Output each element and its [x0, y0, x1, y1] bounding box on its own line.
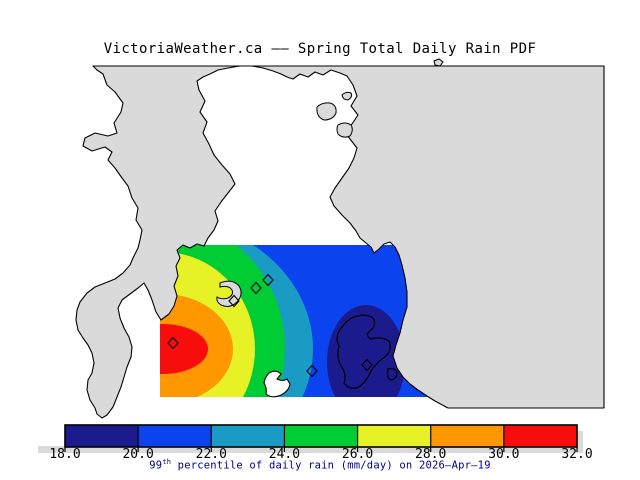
colorbar-segment — [430, 425, 505, 447]
colorbar-segment — [65, 425, 139, 447]
colorbar-tick-label: 28.0 — [415, 447, 447, 462]
colorbar-tick-label: 22.0 — [195, 447, 227, 462]
contour-band-navy — [327, 305, 405, 397]
caption-rest: percentile of daily rain (mm/day) on 202… — [171, 459, 491, 472]
colorbar-border — [64, 424, 578, 448]
colorbar-segment — [138, 425, 212, 447]
colorbar-tick-label: 30.0 — [488, 447, 520, 462]
station-marker-diamond — [250, 281, 262, 295]
colorbar-segment — [503, 425, 578, 447]
colorbar-tick-label: 24.0 — [268, 447, 301, 462]
island-outline-large — [336, 314, 391, 389]
bay-island — [336, 122, 353, 138]
colorbar-tick-label: 18.0 — [49, 447, 81, 462]
hook-peninsula — [216, 280, 242, 307]
coast-islet — [433, 58, 444, 67]
shore-island — [263, 370, 291, 398]
contour-band-red — [160, 324, 208, 374]
plot-title: VictoriaWeather.ca –– Spring Total Daily… — [103, 41, 537, 57]
landmass — [75, 65, 605, 419]
colorbar-tick-label: 32.0 — [561, 447, 593, 462]
station-marker-diamond — [361, 358, 373, 372]
bay-island — [341, 91, 353, 101]
station-markers — [167, 273, 373, 378]
caption-base: 99 — [149, 459, 163, 472]
station-marker-diamond — [228, 294, 240, 308]
colorbar-shadow — [577, 431, 583, 447]
colorbar-caption: 99th percentile of daily rain (mm/day) o… — [0, 458, 640, 472]
colorbar — [64, 425, 578, 452]
caption-superscript: th — [162, 458, 172, 466]
station-marker-diamond — [167, 336, 179, 350]
bay-island — [316, 102, 337, 121]
colorbar-segment — [284, 425, 359, 447]
station-marker-diamond — [306, 364, 318, 378]
colorbar-segment — [211, 425, 285, 447]
colorbar-shadow — [38, 446, 583, 453]
colorbar-tick-label: 26.0 — [341, 447, 374, 462]
colorbar-tick-label: 20.0 — [122, 447, 154, 462]
island-outline-small — [386, 367, 398, 381]
colorbar-segment — [357, 425, 432, 447]
station-marker-diamond — [262, 273, 274, 287]
